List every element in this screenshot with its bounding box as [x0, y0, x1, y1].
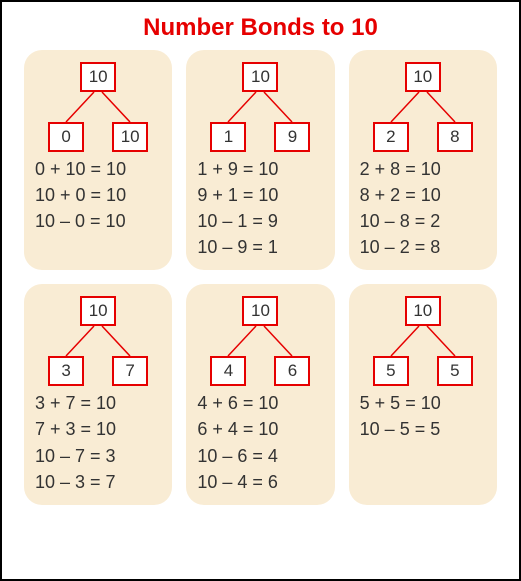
bond-card: 10 37 3 + 7 = 107 + 3 = 1010 – 7 = 310 – 3…: [24, 284, 172, 504]
bond-part-right-box: 9: [274, 122, 310, 152]
equation-line: 8 + 2 = 10: [360, 182, 492, 208]
equation-line: 3 + 7 = 10: [35, 390, 167, 416]
bond-card: 10 0 10 0 + 10 = 1010 + 0 = 1010 – 0 = 10: [24, 50, 172, 270]
page-container: Number Bonds to 10 100100 + 10 = 1010 + …: [0, 0, 521, 581]
bond-card: 10 28 2 + 8 = 108 + 2 = 1010 – 8 = 210 – 2…: [349, 50, 497, 270]
bond-card: 10 55 5 + 5 = 1010 – 5 = 5: [349, 284, 497, 504]
bond-part-right-box: 7: [112, 356, 148, 386]
equation-line: 4 + 6 = 10: [197, 390, 329, 416]
bond-card: 10 19 1 + 9 = 109 + 1 = 1010 – 1 = 910 – 9…: [186, 50, 334, 270]
bond-part-left-box: 1: [210, 122, 246, 152]
bond-diagram: 10 55: [363, 296, 483, 386]
equation-line: 10 + 0 = 10: [35, 182, 167, 208]
cards-grid: 100100 + 10 = 1010 + 0 = 1010 – 0 = 1010…: [2, 50, 519, 525]
equation-line: 10 – 0 = 10: [35, 208, 167, 234]
equations-list: 1 + 9 = 109 + 1 = 1010 – 1 = 910 – 9 = 1: [191, 156, 329, 260]
bond-diagram: 10 19: [200, 62, 320, 152]
bond-diagram: 10 0 10: [38, 62, 158, 152]
equation-line: 2 + 8 = 10: [360, 156, 492, 182]
equation-line: 10 – 9 = 1: [197, 234, 329, 260]
bond-diagram: 10 37: [38, 296, 158, 386]
equation-line: 10 – 2 = 8: [360, 234, 492, 260]
bond-diagram: 10 28: [363, 62, 483, 152]
bond-part-left-box: 2: [373, 122, 409, 152]
equation-line: 0 + 10 = 10: [35, 156, 167, 182]
bond-card: 10 46 4 + 6 = 106 + 4 = 1010 – 6 = 410 – 4…: [186, 284, 334, 504]
equation-line: 10 – 6 = 4: [197, 443, 329, 469]
equations-list: 5 + 5 = 1010 – 5 = 5: [354, 390, 492, 442]
bond-whole-box: 10: [405, 62, 441, 92]
bond-part-right-box: 6: [274, 356, 310, 386]
bond-whole-box: 10: [242, 62, 278, 92]
bond-whole-box: 10: [242, 296, 278, 326]
equation-line: 6 + 4 = 10: [197, 416, 329, 442]
bond-part-left-box: 4: [210, 356, 246, 386]
equation-line: 1 + 9 = 10: [197, 156, 329, 182]
bond-whole-box: 10: [405, 296, 441, 326]
bond-part-right-box: 10: [112, 122, 148, 152]
equation-line: 10 – 3 = 7: [35, 469, 167, 495]
bond-part-left-box: 5: [373, 356, 409, 386]
equation-line: 10 – 5 = 5: [360, 416, 492, 442]
bond-part-left-box: 3: [48, 356, 84, 386]
page-title: Number Bonds to 10: [2, 2, 519, 50]
equation-line: 10 – 1 = 9: [197, 208, 329, 234]
equation-line: 10 – 7 = 3: [35, 443, 167, 469]
bond-diagram: 10 46: [200, 296, 320, 386]
equations-list: 4 + 6 = 106 + 4 = 1010 – 6 = 410 – 4 = 6: [191, 390, 329, 494]
equation-line: 9 + 1 = 10: [197, 182, 329, 208]
bond-part-left-box: 0: [48, 122, 84, 152]
equation-line: 10 – 8 = 2: [360, 208, 492, 234]
bond-part-right-box: 5: [437, 356, 473, 386]
equations-list: 3 + 7 = 107 + 3 = 1010 – 7 = 310 – 3 = 7: [29, 390, 167, 494]
bond-whole-box: 10: [80, 62, 116, 92]
bond-part-right-box: 8: [437, 122, 473, 152]
equations-list: 0 + 10 = 1010 + 0 = 1010 – 0 = 10: [29, 156, 167, 234]
equation-line: 7 + 3 = 10: [35, 416, 167, 442]
bond-whole-box: 10: [80, 296, 116, 326]
equation-line: 10 – 4 = 6: [197, 469, 329, 495]
equation-line: 5 + 5 = 10: [360, 390, 492, 416]
equations-list: 2 + 8 = 108 + 2 = 1010 – 8 = 210 – 2 = 8: [354, 156, 492, 260]
